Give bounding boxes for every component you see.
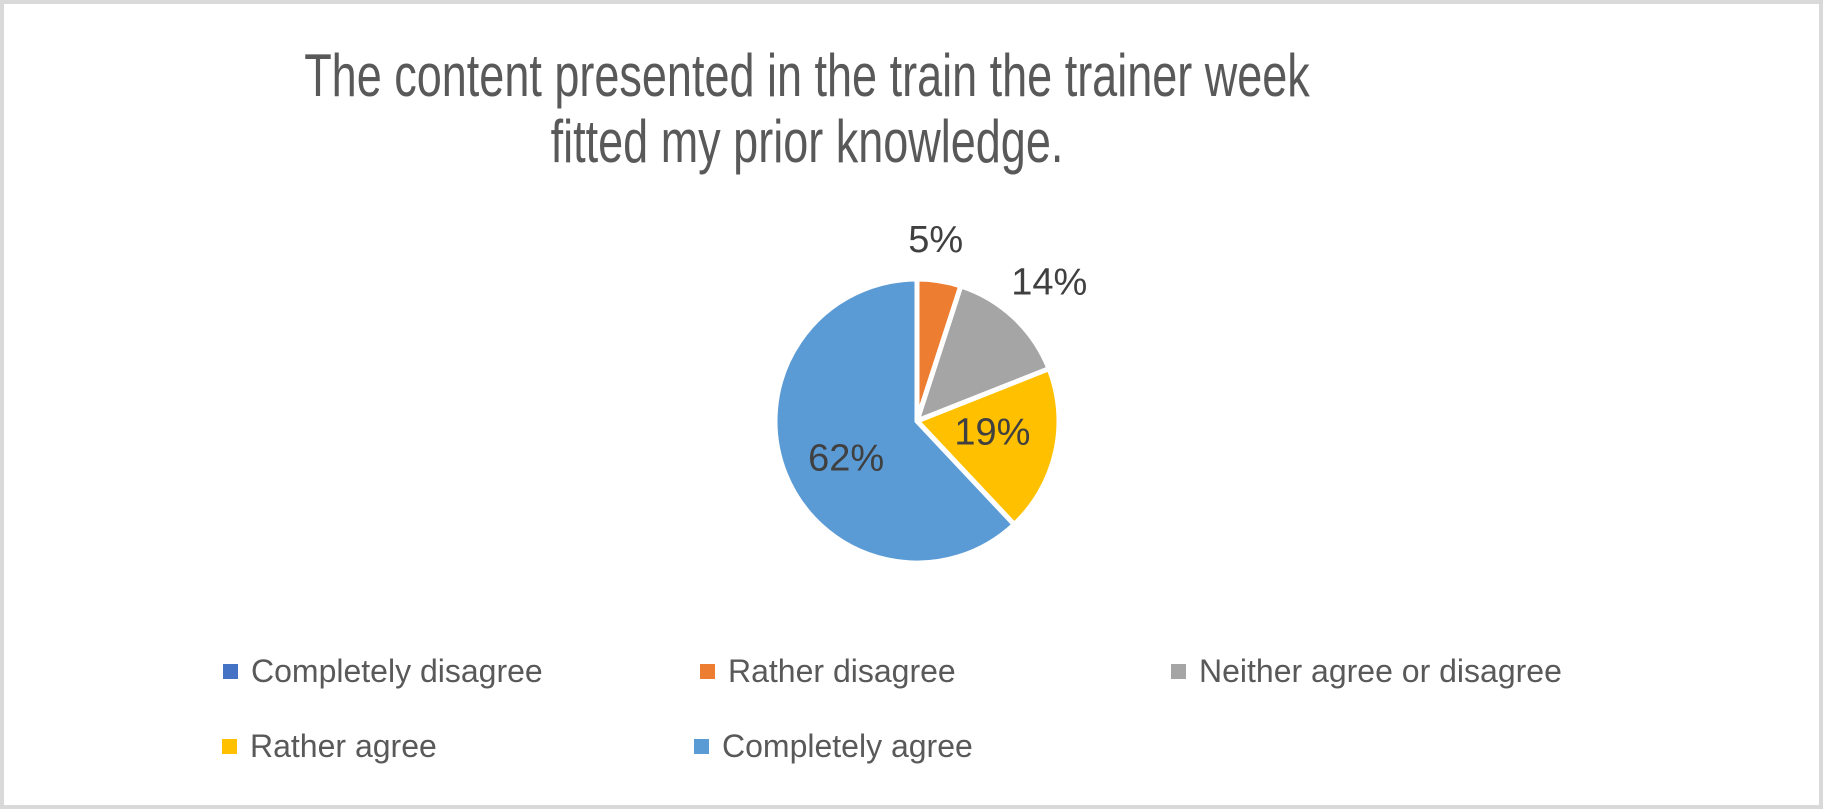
legend-label: Rather disagree — [728, 652, 956, 689]
data-label-completely-agree: 62% — [808, 437, 884, 479]
legend-marker-rather-disagree — [700, 663, 715, 679]
legend-item-completely-agree[interactable]: Completely agree — [694, 727, 973, 765]
pie-slice-rather-agree[interactable] — [912, 365, 1062, 529]
chart-title-line-2: fitted my prior knowledge. — [550, 108, 1064, 175]
legend-marker-completely-agree — [694, 738, 709, 754]
legend-marker-rather-agree — [222, 738, 237, 754]
chart-title: The content presented in the train the t… — [278, 43, 1336, 175]
pie-slice-neither-agree-or-disagree[interactable] — [912, 282, 1053, 426]
legend-label: Neither agree or disagree — [1199, 652, 1562, 689]
legend-item-rather-agree[interactable]: Rather agree — [222, 727, 437, 765]
legend-marker-completely-disagree — [223, 663, 238, 679]
pie-chart: 5% 14% 19% 62% — [772, 219, 1087, 566]
legend-item-neither-agree-or-disagree[interactable]: Neither agree or disagree — [1171, 652, 1562, 690]
legend-item-rather-disagree[interactable]: Rather disagree — [700, 652, 956, 690]
legend-marker-neither-agree-or-disagree — [1171, 663, 1186, 679]
chart-title-line-1: The content presented in the train the t… — [304, 42, 1310, 109]
pie-slice-completely-agree[interactable] — [772, 276, 1018, 566]
data-label-neither-agree-or-disagree: 14% — [1011, 261, 1087, 303]
legend-label: Rather agree — [250, 727, 437, 764]
legend-label: Completely agree — [722, 727, 973, 764]
data-label-rather-disagree: 5% — [908, 219, 963, 261]
legend-label: Completely disagree — [251, 652, 543, 689]
data-label-rather-agree: 19% — [954, 411, 1030, 453]
legend-item-completely-disagree[interactable]: Completely disagree — [223, 652, 543, 690]
